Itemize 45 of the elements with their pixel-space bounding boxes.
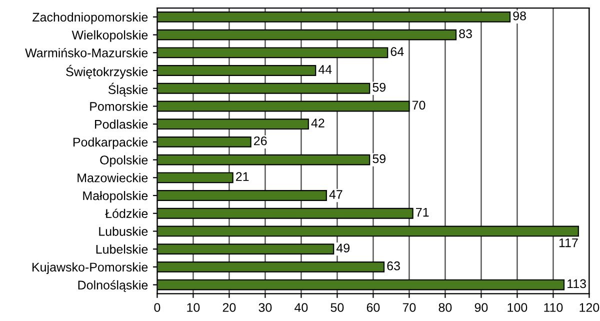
y-tick-label: Lubuskie <box>99 226 148 236</box>
y-tick-label: Łódzkie <box>105 208 148 218</box>
data-label: 59 <box>372 82 386 92</box>
y-tick-label: Świętokrzyskie <box>66 64 148 79</box>
data-label: 98 <box>513 11 526 20</box>
x-tick-label: 50 <box>330 303 344 312</box>
data-label: 49 <box>336 244 350 252</box>
x-tick-label: 10 <box>187 303 200 312</box>
y-tick-label: Lubelskie <box>96 244 148 254</box>
data-label: 71 <box>416 208 429 217</box>
x-tick-label: 60 <box>366 303 380 312</box>
data-label: 70 <box>412 100 426 110</box>
y-tick-label: Mazowieckie <box>78 173 148 182</box>
y-tick-label: Warmińsko-Mazurskie <box>25 48 148 58</box>
y-tick-label: Podlaskie <box>95 120 148 129</box>
y-tick-label: Zachodniopomorskie <box>32 12 148 24</box>
x-tick-label: 100 <box>508 303 528 312</box>
y-tick-label: Pomorskie <box>90 102 148 111</box>
x-tick-label: 40 <box>294 303 308 312</box>
x-tick-label: 120 <box>580 303 600 312</box>
data-label: 26 <box>254 136 267 146</box>
y-tick-label: Opolskie <box>100 155 148 167</box>
y-tick-label: Wielkopolskie <box>72 30 148 42</box>
y-tick-label: Małopolskie <box>83 190 148 203</box>
data-label: 113 <box>568 279 586 288</box>
y-tick-label: Dolnośląskie <box>78 280 148 292</box>
data-label: 117 <box>559 238 578 248</box>
data-label: 64 <box>390 47 404 56</box>
data-label: 63 <box>387 261 400 270</box>
y-tick-label: Podkarpackie <box>73 137 148 150</box>
data-label: 44 <box>318 65 332 74</box>
data-label: 83 <box>459 29 472 38</box>
x-tick-label: 70 <box>402 303 416 312</box>
data-label: 59 <box>372 154 386 164</box>
x-tick-label: 90 <box>474 303 488 312</box>
x-tick-label: 20 <box>222 303 236 312</box>
data-label: 42 <box>311 118 324 128</box>
x-tick-label: 80 <box>438 303 452 312</box>
x-tick-label: 30 <box>258 303 272 312</box>
x-tick-label: 0 <box>154 303 160 312</box>
data-label: 47 <box>329 190 342 199</box>
data-label: 21 <box>236 172 249 181</box>
y-tick-label: Śląskie <box>108 82 148 97</box>
y-tick-label: Kujawsko-Pomorskie <box>32 262 148 274</box>
x-tick-label: 110 <box>544 303 563 312</box>
